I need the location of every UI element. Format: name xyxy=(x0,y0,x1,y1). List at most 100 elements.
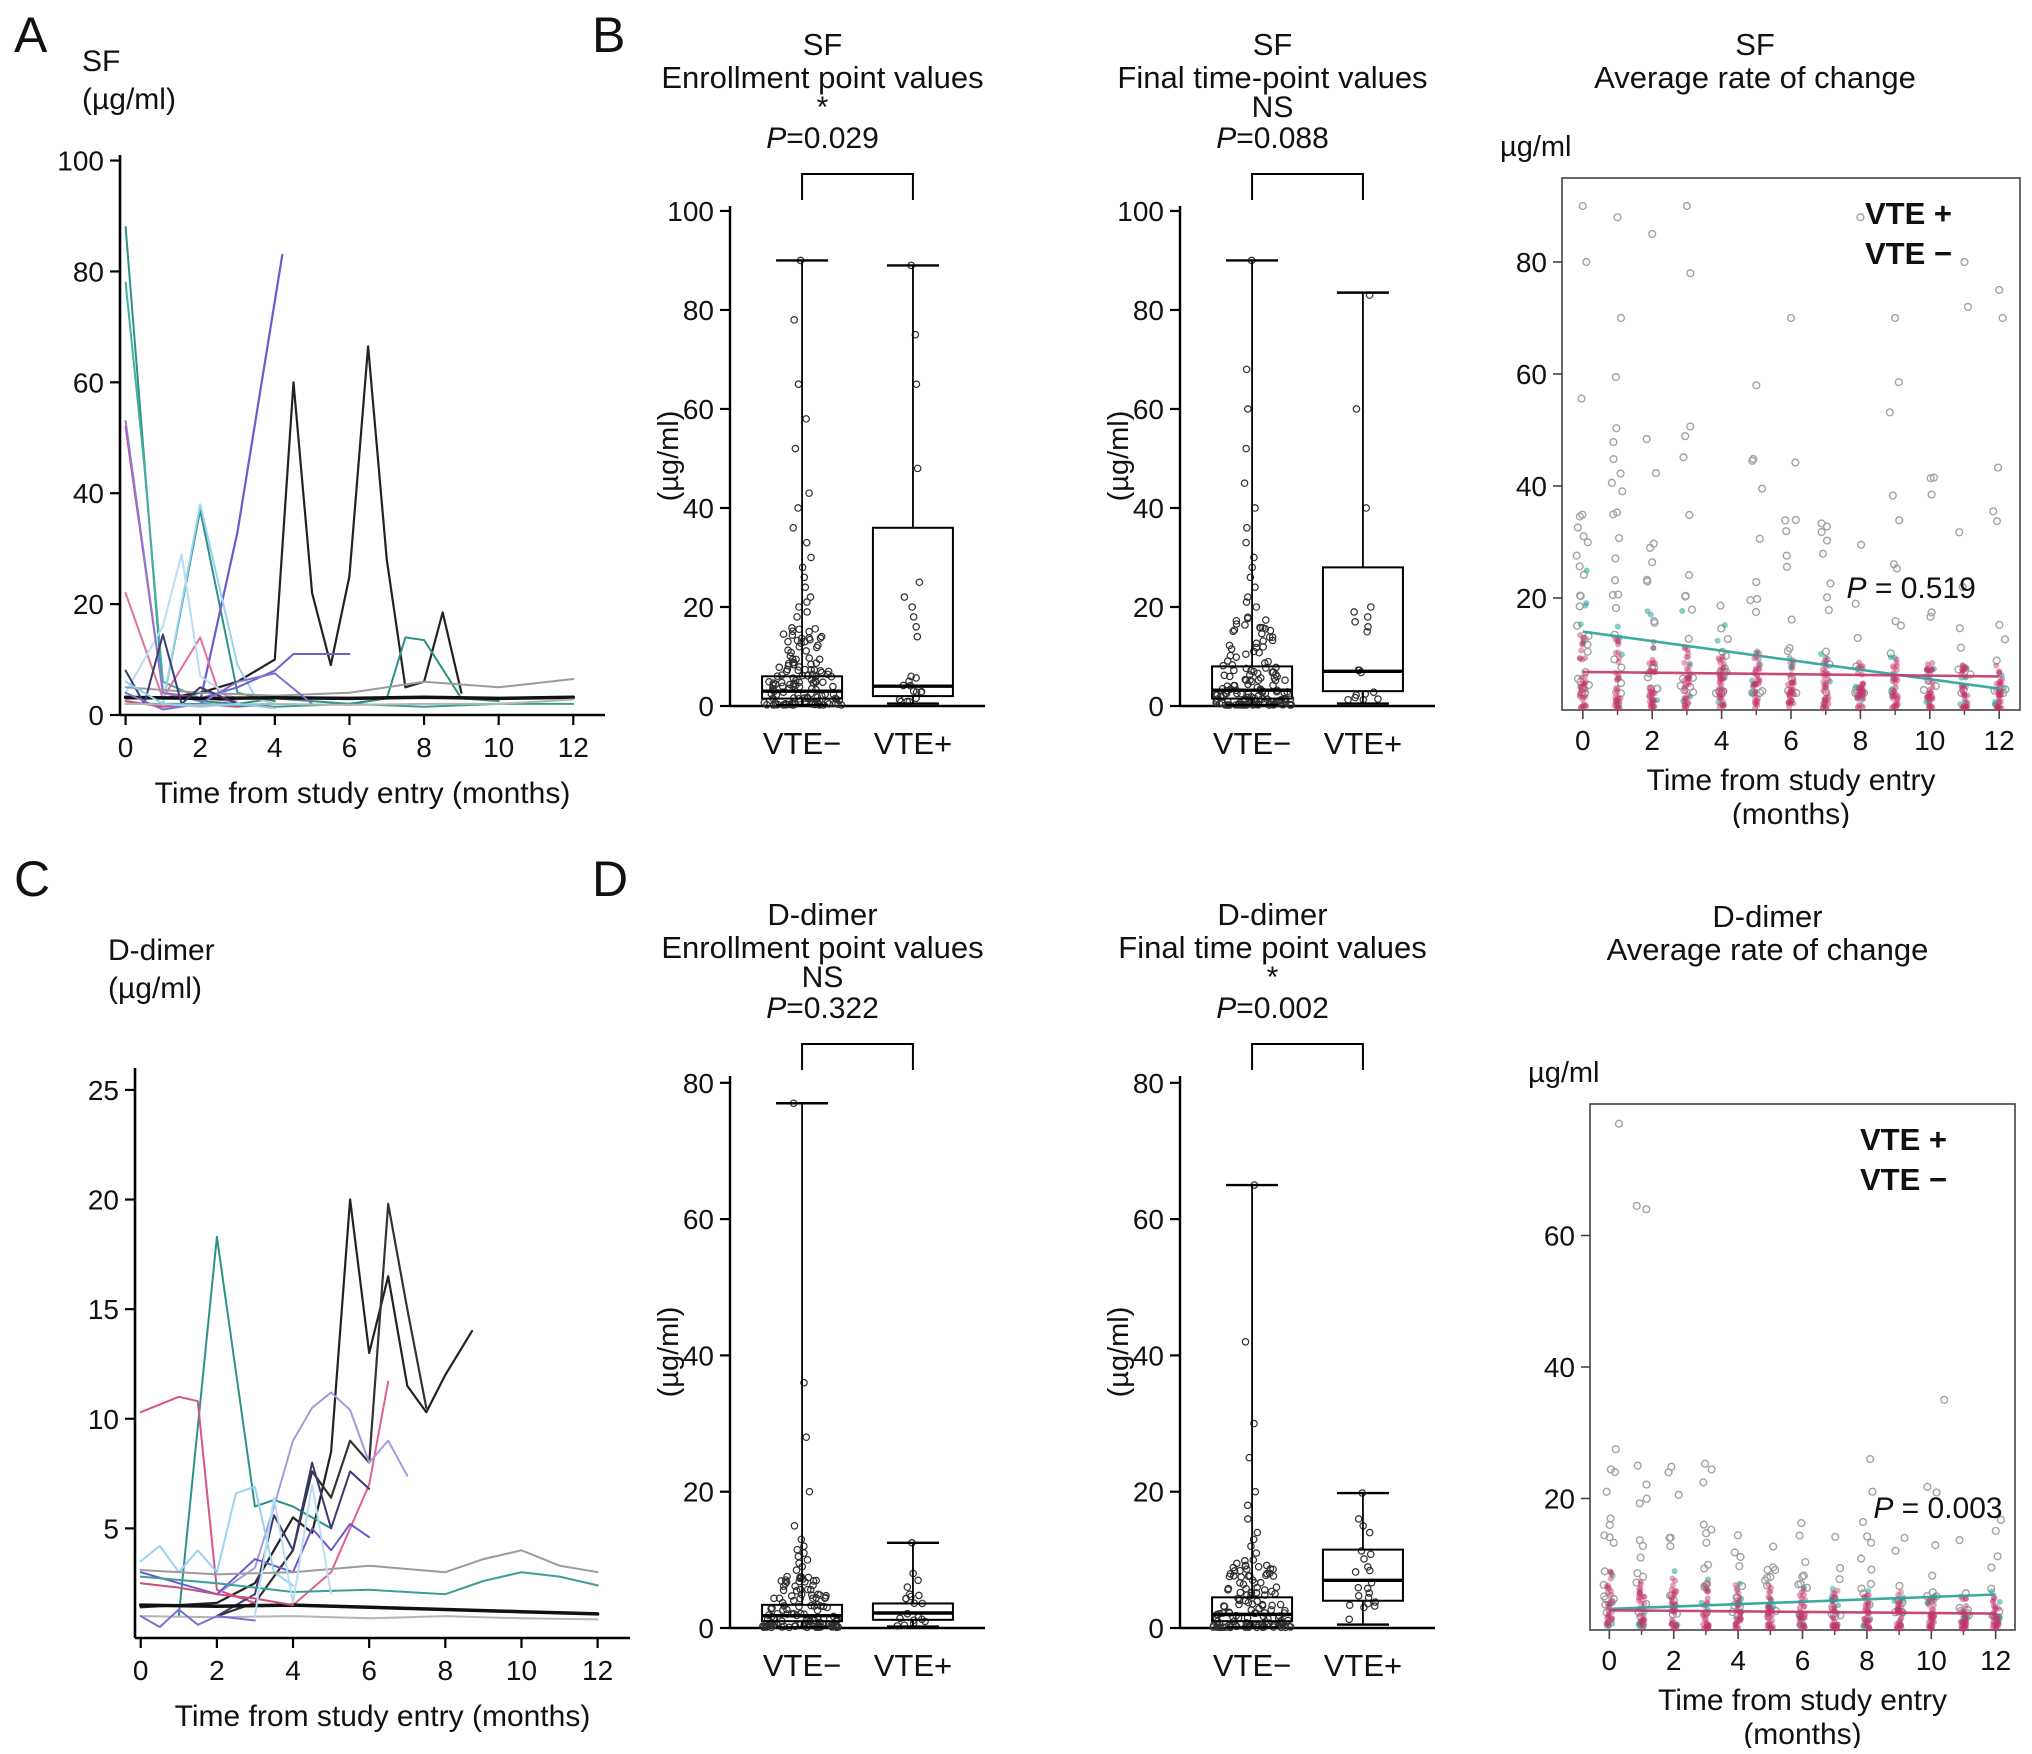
svg-text:40: 40 xyxy=(683,1340,714,1371)
svg-text:0: 0 xyxy=(698,691,714,722)
panel-b-label: B xyxy=(592,7,626,63)
svg-text:VTE−: VTE− xyxy=(1213,1648,1291,1683)
svg-text:6: 6 xyxy=(1795,1645,1811,1676)
p-symbol: P xyxy=(1216,122,1237,155)
significance-marker: * xyxy=(816,91,829,124)
svg-text:8: 8 xyxy=(1859,1645,1875,1676)
svg-text:10: 10 xyxy=(1916,1645,1947,1676)
significance-marker: * xyxy=(1266,961,1279,994)
svg-text:10: 10 xyxy=(506,1655,537,1686)
chart-title: D-dimer Average rate of change xyxy=(1505,900,2030,966)
svg-text:20: 20 xyxy=(1133,592,1164,623)
ddimer-final-box-svg: 0 20 40 60 80 (µg/ml) VTE− VTE+ xyxy=(1103,1043,1435,1683)
svg-text:D-dimer: D-dimer xyxy=(108,934,215,967)
svg-text:80: 80 xyxy=(1516,247,1547,278)
svg-text:100: 100 xyxy=(1117,196,1164,227)
svg-text:80: 80 xyxy=(73,256,104,287)
svg-text:0: 0 xyxy=(1148,1613,1164,1644)
svg-text:20: 20 xyxy=(683,592,714,623)
sf-rate-scatter-svg: 20 40 60 80 µg/ml 0 2 4 6 8 10 12 Time from study en… xyxy=(1500,131,2021,828)
svg-text:4: 4 xyxy=(1730,1645,1746,1676)
chart-title-line1: SF xyxy=(802,27,843,62)
svg-text:0: 0 xyxy=(1148,691,1164,722)
p-symbol: P xyxy=(766,992,787,1025)
svg-text:µg/ml: µg/ml xyxy=(1500,131,1572,163)
svg-text:P = 0.003: P = 0.003 xyxy=(1873,1492,2002,1525)
p-number: =0.322 xyxy=(786,992,879,1025)
svg-text:Time from study entry (months): Time from study entry (months) xyxy=(175,1700,591,1733)
panel-d-label: D xyxy=(592,851,629,907)
svg-text:(months): (months) xyxy=(1743,1718,1861,1748)
svg-text:6: 6 xyxy=(1783,725,1799,756)
chart-title-line1: D-dimer xyxy=(767,897,878,932)
sf-enrollment-boxplot: SF Enrollment point values * P=0.029 0 20… xyxy=(650,28,995,768)
p-number: =0.029 xyxy=(786,122,879,155)
svg-text:12: 12 xyxy=(558,732,589,763)
svg-text:20: 20 xyxy=(1544,1484,1575,1515)
svg-text:0: 0 xyxy=(118,732,134,763)
svg-text:20: 20 xyxy=(88,1185,119,1216)
svg-text:VTE −: VTE − xyxy=(1860,1162,1947,1197)
svg-text:2: 2 xyxy=(1644,725,1660,756)
svg-text:60: 60 xyxy=(1544,1221,1575,1252)
significance-marker: NS xyxy=(1251,91,1294,124)
svg-text:80: 80 xyxy=(683,295,714,326)
p-symbol: P xyxy=(766,122,787,155)
svg-text:12: 12 xyxy=(1980,1645,2011,1676)
panel-c-label: C xyxy=(14,851,51,907)
ddimer-final-boxplot: D-dimer Final time point values * P=0.00… xyxy=(1100,898,1445,1688)
ddimer-spaghetti-chart: 5 10 15 20 25 0 2 4 6 8 10 12 D-dimer (µg/ml) Time fro… xyxy=(20,868,680,1754)
svg-text:60: 60 xyxy=(1133,1204,1164,1235)
svg-text:100: 100 xyxy=(667,196,714,227)
p-number: =0.002 xyxy=(1236,992,1329,1025)
svg-text:10: 10 xyxy=(88,1404,119,1435)
svg-text:12: 12 xyxy=(1984,725,2015,756)
svg-text:4: 4 xyxy=(1714,725,1730,756)
sf-spaghetti-chart: 0 20 40 60 80 100 0 2 4 6 8 10 12 SF (µg/ml) Time from … xyxy=(20,25,670,835)
svg-text:2: 2 xyxy=(209,1655,225,1686)
svg-text:20: 20 xyxy=(73,589,104,620)
ddimer-enrollment-boxplot: D-dimer Enrollment point values NS P=0.3… xyxy=(650,898,995,1688)
p-number: =0.088 xyxy=(1236,122,1329,155)
svg-text:40: 40 xyxy=(1544,1352,1575,1383)
svg-text:80: 80 xyxy=(1133,295,1164,326)
svg-text:(µg/ml): (µg/ml) xyxy=(108,972,202,1005)
svg-text:4: 4 xyxy=(285,1655,301,1686)
svg-text:8: 8 xyxy=(416,732,432,763)
p-symbol: P xyxy=(1216,992,1237,1025)
sf-rate-scatter: SF Average rate of change 20 40 60 80 µg/ml 0… xyxy=(1480,28,2030,828)
svg-text:60: 60 xyxy=(683,1204,714,1235)
svg-text:0: 0 xyxy=(88,700,104,731)
svg-text:100: 100 xyxy=(57,146,104,177)
ddimer-rate-scatter: D-dimer Average rate of change 20 40 60 µg/… xyxy=(1505,900,2030,1748)
svg-text:20: 20 xyxy=(683,1477,714,1508)
chart-title: D-dimer Enrollment point values xyxy=(650,898,995,964)
svg-text:VTE+: VTE+ xyxy=(1324,1648,1402,1683)
svg-text:(months): (months) xyxy=(1732,798,1850,828)
svg-text:6: 6 xyxy=(361,1655,377,1686)
svg-text:VTE+: VTE+ xyxy=(874,1648,952,1683)
svg-text:8: 8 xyxy=(1853,725,1869,756)
chart-title-line1: D-dimer xyxy=(1217,897,1328,932)
chart-title: SF Enrollment point values xyxy=(650,28,995,94)
ddimer-enrollment-box-svg: 0 20 40 60 80 (µg/ml) VTE− VTE+ xyxy=(653,1043,985,1683)
chart-title-line2: Final time point values xyxy=(1118,930,1427,965)
svg-text:VTE +: VTE + xyxy=(1865,196,1952,231)
svg-text:VTE−: VTE− xyxy=(763,1648,841,1683)
svg-text:0: 0 xyxy=(1602,1645,1618,1676)
p-value: P=0.002 xyxy=(1100,994,1445,1028)
svg-text:Time from study entry: Time from study entry xyxy=(1658,1684,1947,1717)
svg-text:VTE+: VTE+ xyxy=(1324,726,1402,761)
svg-text:80: 80 xyxy=(1133,1068,1164,1099)
svg-text:20: 20 xyxy=(1516,583,1547,614)
chart-title-line2: Average rate of change xyxy=(1606,932,1929,967)
ddimer-rate-scatter-svg: 20 40 60 µg/ml 0 2 4 6 8 10 12 Time from study entr… xyxy=(1528,1057,2016,1748)
svg-text:60: 60 xyxy=(1133,394,1164,425)
svg-text:VTE −: VTE − xyxy=(1865,236,1952,271)
svg-text:(µg/ml): (µg/ml) xyxy=(1103,1307,1135,1398)
chart-title-line1: SF xyxy=(1252,27,1293,62)
svg-text:µg/ml: µg/ml xyxy=(1528,1057,1600,1089)
svg-text:Time from study entry (months): Time from study entry (months) xyxy=(155,777,571,810)
svg-text:2: 2 xyxy=(1666,1645,1682,1676)
